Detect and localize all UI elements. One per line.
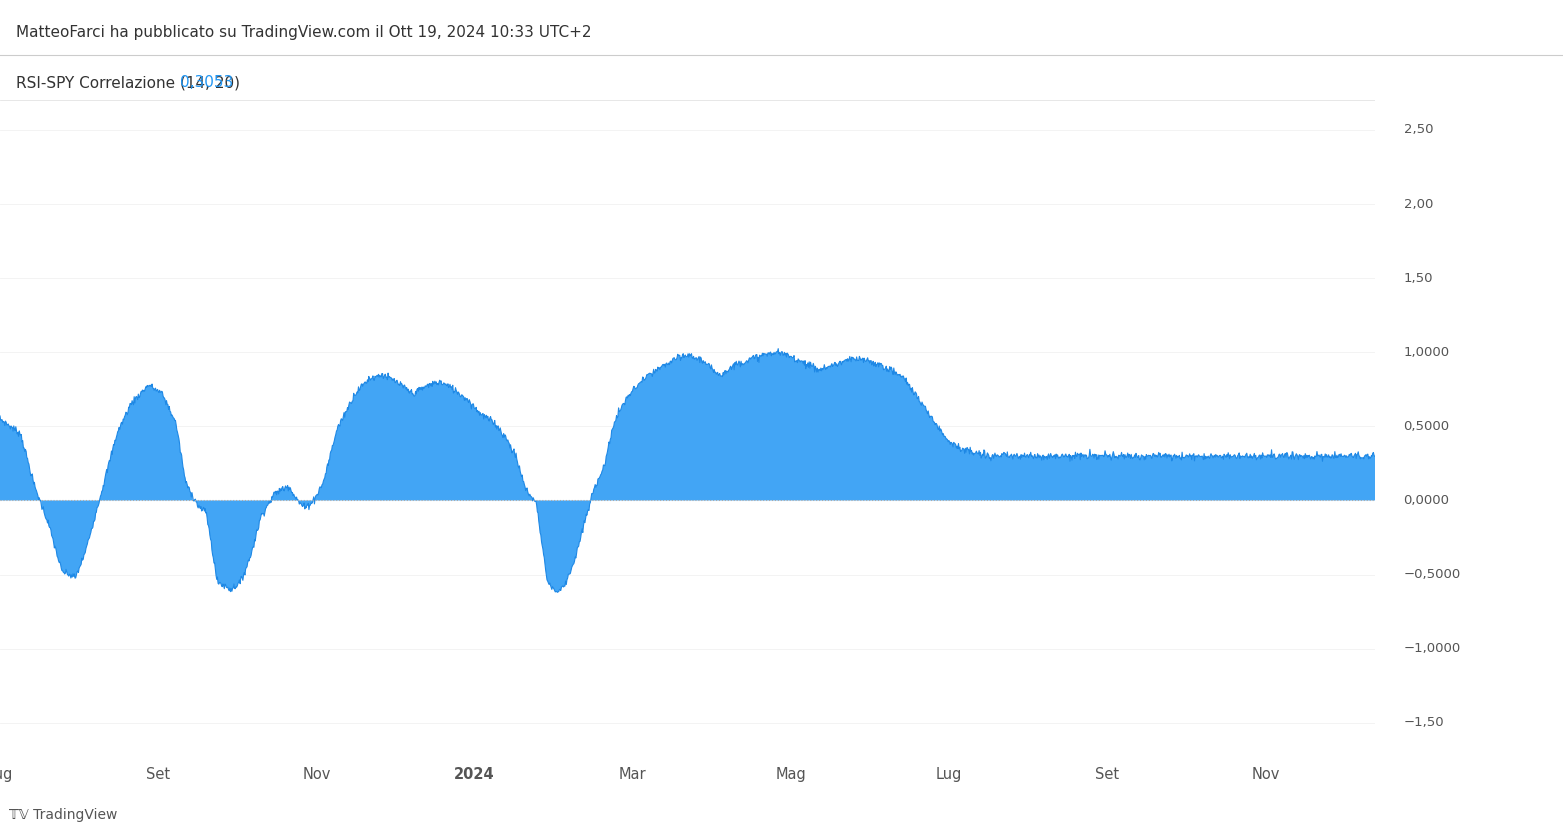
Text: −1,0000: −1,0000 — [1404, 642, 1461, 655]
Text: 2,50: 2,50 — [1404, 124, 1433, 136]
Text: Set: Set — [1096, 767, 1119, 782]
Text: 0,5000: 0,5000 — [1404, 420, 1450, 433]
Text: 2024: 2024 — [455, 767, 495, 782]
Text: Lug: Lug — [0, 767, 13, 782]
Text: Set: Set — [145, 767, 170, 782]
Text: 𝕋𝕍 TradingView: 𝕋𝕍 TradingView — [9, 808, 117, 822]
Text: Nov: Nov — [1252, 767, 1280, 782]
Text: 2,00: 2,00 — [1404, 197, 1433, 211]
Text: 1,50: 1,50 — [1404, 272, 1433, 285]
Text: Nov: Nov — [302, 767, 330, 782]
Text: −1,50: −1,50 — [1404, 716, 1444, 729]
Text: RSI-SPY Correlazione (14, 20): RSI-SPY Correlazione (14, 20) — [16, 75, 250, 90]
Text: 1,0000: 1,0000 — [1404, 346, 1450, 359]
Text: Lug: Lug — [936, 767, 963, 782]
Text: MatteoFarci ha pubblicato su TradingView.com il Ott 19, 2024 10:33 UTC+2: MatteoFarci ha pubblicato su TradingView… — [16, 25, 591, 40]
Text: −0,5000: −0,5000 — [1404, 568, 1461, 581]
Text: Mag: Mag — [775, 767, 807, 782]
Text: 0,0000: 0,0000 — [1404, 494, 1449, 507]
Text: Mar: Mar — [619, 767, 647, 782]
Text: 0,3053: 0,3053 — [180, 75, 233, 90]
